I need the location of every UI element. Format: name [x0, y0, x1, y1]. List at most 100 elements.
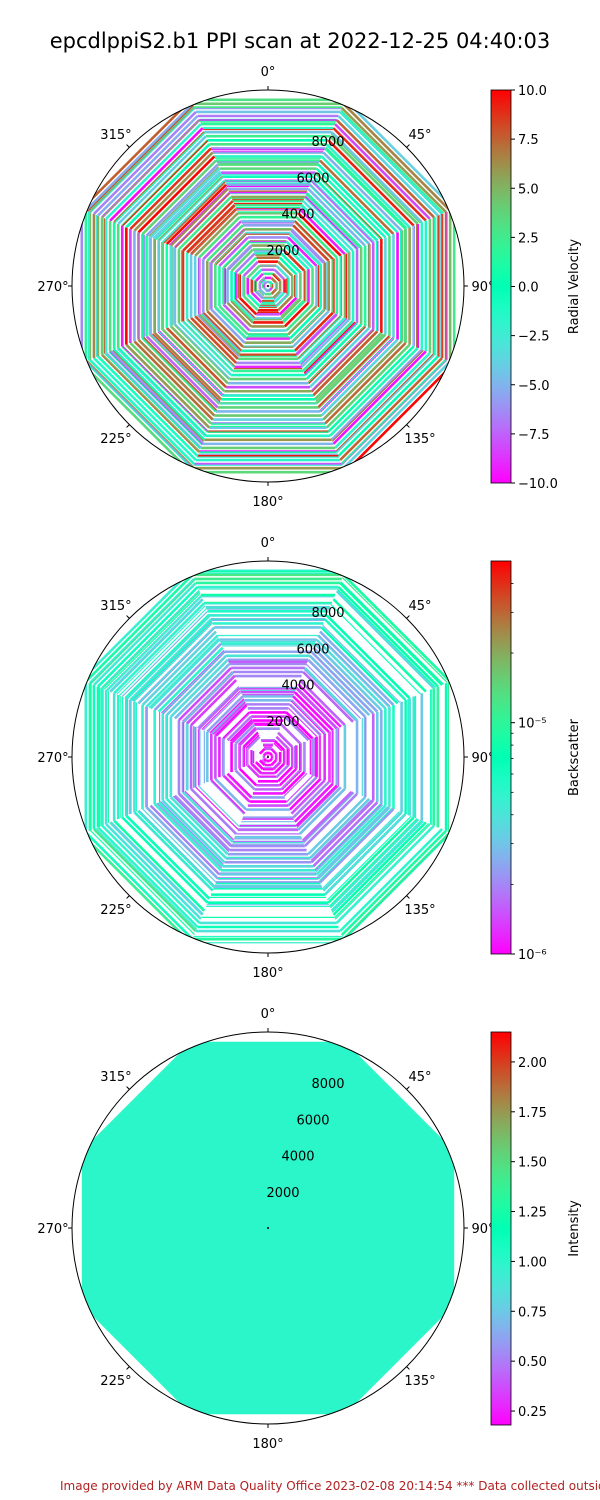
ppi-beam-segment [295, 313, 338, 356]
ppi-beam-segment [344, 98, 456, 210]
ppi-beam-line [302, 320, 353, 371]
ppi-beam-segment [234, 769, 256, 791]
ppi-beam-segment [246, 264, 261, 279]
ppi-beam-line [317, 635, 390, 708]
ppi-beam-segment [263, 757, 268, 762]
ppi-beam-segment [186, 675, 236, 725]
ppi-beam-segment [93, 357, 197, 461]
ppi-beam-segment [178, 321, 233, 376]
ppi-beam-line [282, 300, 304, 322]
center-point [267, 756, 269, 758]
ppi-data [80, 98, 456, 474]
ppi-beam-segment [173, 794, 231, 852]
colorbar-tick-label: 10⁻⁵ [518, 717, 547, 732]
ppi-beam-segment [303, 792, 358, 847]
ppi-beam-line [209, 698, 245, 734]
ppi-beam-line [143, 336, 218, 411]
ppi-beam-line [334, 823, 431, 920]
ppi-beam-line [150, 805, 220, 875]
ppi-beam-line [215, 307, 247, 339]
figure-title: epcdlppiS2.b1 PPI scan at 2022-12-25 04:… [50, 29, 551, 53]
ppi-beam-line [318, 163, 391, 236]
ppi-beam-segment [282, 771, 306, 795]
ppi-beam-segment [293, 311, 334, 352]
ppi-beam-line [214, 703, 247, 736]
ppi-beam-line [294, 220, 334, 260]
ppi-beam-segment [303, 667, 358, 722]
ppi-beam-line [211, 229, 246, 264]
ppi-beam-line [242, 731, 259, 748]
ppi-beam-line [149, 334, 220, 405]
ppi-beam-segment [298, 679, 346, 727]
ppi-beam-segment [254, 761, 264, 771]
ppi-beam-segment [310, 179, 375, 244]
ppi-beam-line [258, 747, 265, 754]
ppi-beam-segment [210, 308, 246, 344]
ppi-beam-segment [317, 335, 391, 409]
ppi-beam-segment [169, 325, 229, 385]
ppi-beam-line [142, 337, 217, 412]
polar-panel-2: 0° 45° 90° 135° 180° 225° 270° 315° 2000 4000 6000… [37, 536, 582, 981]
ppi-beam-segment [315, 638, 387, 710]
theta-tick-label: 270° [37, 751, 68, 766]
ppi-beam-line [299, 317, 347, 365]
theta-tick-label: 270° [37, 1222, 68, 1237]
ppi-beam-segment [302, 671, 354, 723]
ppi-beam-line [232, 721, 255, 744]
colorbar-tick-label: 1.25 [518, 1206, 547, 1221]
theta-tick-label: 315° [100, 599, 131, 614]
ppi-beam-segment [312, 175, 379, 242]
ppi-beam-segment [198, 216, 241, 259]
ppi-beam-line [223, 712, 251, 740]
ppi-beam-line [98, 116, 199, 217]
ppi-beam-line [102, 825, 200, 923]
ppi-beam-segment [169, 658, 229, 718]
theta-tick-label: 270° [37, 280, 68, 295]
ppi-beam-segment [322, 811, 403, 892]
ppi-beam-segment [105, 823, 202, 920]
ppi-beam-line [250, 763, 262, 775]
ppi-beam-line [280, 769, 301, 790]
ppi-beam-segment [268, 286, 273, 291]
ppi-beam-line [174, 323, 231, 380]
theta-tick-mark [126, 144, 130, 148]
ppi-beam-segment [238, 727, 258, 747]
ppi-beam-segment [250, 268, 263, 281]
ppi-beam-segment [238, 767, 258, 787]
ppi-beam-line [168, 186, 228, 246]
ppi-beam-line [111, 350, 204, 443]
ppi-beam-segment [337, 355, 439, 457]
ppi-beam-line [190, 208, 237, 255]
ppi-beam-segment [222, 711, 251, 740]
ppi-beam-segment [275, 264, 290, 279]
ppi-beam-segment [332, 127, 427, 222]
ppi-beam-line [200, 313, 241, 354]
ppi-beam-segment [300, 318, 350, 368]
ppi-beam-segment [297, 786, 342, 831]
ppi-beam-segment [283, 244, 310, 271]
ppi-beam-line [132, 621, 213, 702]
ppi-beam-line [322, 811, 400, 889]
ppi-beam-segment [93, 828, 197, 932]
ppi-beam-line [318, 807, 393, 882]
ppi-beam-line [302, 791, 352, 841]
ppi-beam-line [87, 105, 194, 212]
ppi-beam-line [162, 651, 225, 714]
ppi-beam-segment [317, 634, 391, 708]
ppi-beam-line [340, 109, 445, 214]
ppi-beam-segment [246, 735, 261, 750]
ppi-beam-line [329, 347, 419, 437]
ppi-beam-segment [305, 323, 363, 381]
ppi-beam-line [197, 314, 240, 357]
ppi-beam-segment [277, 260, 294, 277]
ppi-beam-line [331, 820, 424, 913]
ppi-beam-line [179, 793, 232, 846]
ppi-beam-line [330, 819, 420, 909]
ppi-beam-segment [325, 614, 411, 700]
ppi-beam-line [148, 637, 220, 709]
ppi-beam-line [133, 622, 213, 702]
ppi-beam-segment [293, 691, 334, 732]
ppi-beam-line [198, 785, 240, 827]
ppi-beam-segment [137, 155, 216, 234]
ppi-beam-segment [339, 111, 443, 215]
